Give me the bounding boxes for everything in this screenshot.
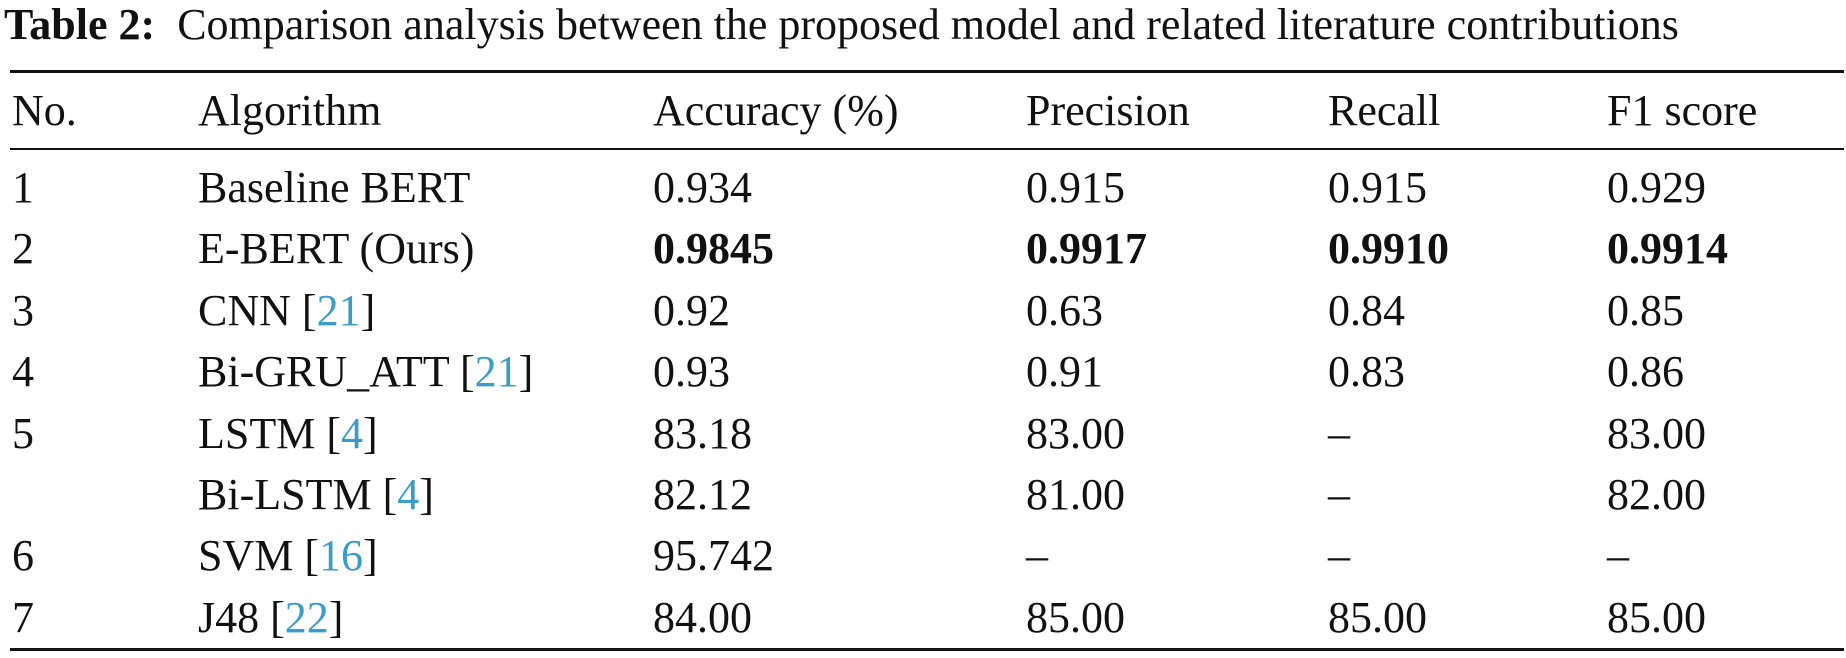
algorithm-text: E-BERT (Ours): [198, 224, 475, 274]
metric-cell: 82.00: [1607, 470, 1706, 519]
algorithm-text: ]: [363, 531, 378, 581]
metric-cell: 0.915: [1328, 163, 1427, 212]
citation-link[interactable]: 21: [316, 285, 361, 335]
metric-cell: 0.9845: [653, 224, 774, 274]
metric-cell: 0.93: [653, 347, 730, 397]
algorithm-text: ]: [363, 408, 378, 458]
row-number: 4: [12, 347, 34, 397]
metric-cell: 0.92: [653, 285, 730, 335]
row-number: 5: [12, 408, 34, 458]
metric-cell: –: [1607, 531, 1629, 581]
metric-cell: –: [1328, 470, 1350, 519]
metric-cell: 84.00: [653, 592, 752, 642]
row-number: 7: [12, 592, 34, 642]
metric-cell: 83.00: [1026, 408, 1125, 458]
metric-cell: 0.91: [1026, 347, 1103, 397]
algorithm-cell: Bi-GRU_ATT [21]: [198, 347, 533, 397]
algorithm-cell: SVM [16]: [198, 531, 378, 581]
algorithm-text: LSTM [: [198, 408, 341, 458]
algorithm-cell: Bi-LSTM [4]: [198, 470, 434, 520]
bottom-rule: [10, 648, 1844, 651]
caption-label: Table 2:: [4, 0, 156, 49]
algorithm-text: ]: [328, 592, 344, 642]
algorithm-text: CNN [: [198, 285, 317, 335]
metric-cell: –: [1328, 531, 1350, 581]
metric-cell: 82.12: [653, 470, 752, 519]
citation-link[interactable]: 4: [341, 408, 363, 458]
metric-cell: 83.18: [653, 408, 752, 458]
citation-link[interactable]: 4: [397, 470, 420, 519]
citation-link[interactable]: 16: [319, 531, 364, 581]
algorithm-cell: CNN [21]: [198, 286, 375, 336]
metric-cell: 95.742: [653, 531, 774, 581]
citation-link[interactable]: 22: [284, 592, 329, 642]
algorithm-cell: E-BERT (Ours): [198, 224, 474, 274]
metric-cell: 0.9910: [1328, 224, 1449, 274]
metric-cell: 0.83: [1328, 347, 1405, 397]
row-number: 3: [12, 285, 34, 335]
algorithm-text: J48 [: [198, 592, 285, 642]
metric-cell: 85.00: [1607, 592, 1706, 642]
metric-cell: 81.00: [1026, 470, 1125, 519]
metric-cell: 0.9917: [1026, 224, 1147, 274]
metric-cell: 0.915: [1026, 163, 1125, 212]
metric-cell: 0.84: [1328, 285, 1405, 335]
row-number: 1: [12, 163, 34, 212]
algorithm-text: SVM [: [198, 531, 320, 581]
algorithm-text: Baseline BERT: [198, 163, 471, 212]
algorithm-text: ]: [419, 470, 434, 519]
algorithm-cell: J48 [22]: [198, 593, 343, 643]
header-cell: Recall: [1328, 86, 1441, 135]
algorithm-cell: Baseline BERT: [198, 163, 470, 213]
algorithm-cell: LSTM [4]: [198, 409, 378, 459]
metric-cell: –: [1026, 531, 1048, 581]
header-rule: [10, 148, 1844, 150]
row-number: 2: [12, 224, 34, 274]
top-rule: [10, 70, 1844, 73]
metric-cell: 0.85: [1607, 285, 1684, 335]
metric-cell: 0.86: [1607, 347, 1684, 397]
metric-cell: 0.929: [1607, 163, 1706, 212]
algorithm-text: Bi-LSTM [: [198, 470, 398, 519]
algorithm-text: ]: [518, 347, 534, 397]
header-cell: Algorithm: [198, 86, 382, 135]
row-number: 6: [12, 531, 34, 581]
caption-text: Comparison analysis between the proposed…: [177, 0, 1679, 49]
metric-cell: 0.9914: [1607, 224, 1728, 274]
table-caption: Table 2: Comparison analysis between the…: [4, 0, 1679, 50]
algorithm-text: ]: [360, 285, 376, 335]
header-cell: No.: [12, 86, 77, 135]
header-cell: F1 score: [1607, 86, 1758, 135]
metric-cell: 85.00: [1026, 592, 1125, 642]
metric-cell: 83.00: [1607, 408, 1706, 458]
citation-link[interactable]: 21: [474, 347, 519, 397]
metric-cell: –: [1328, 408, 1350, 458]
header-cell: Precision: [1026, 86, 1190, 135]
header-cell: Accuracy (%): [653, 86, 899, 135]
algorithm-text: Bi-GRU_ATT [: [198, 347, 475, 397]
metric-cell: 0.63: [1026, 285, 1103, 335]
metric-cell: 85.00: [1328, 592, 1427, 642]
metric-cell: 0.934: [653, 163, 752, 212]
